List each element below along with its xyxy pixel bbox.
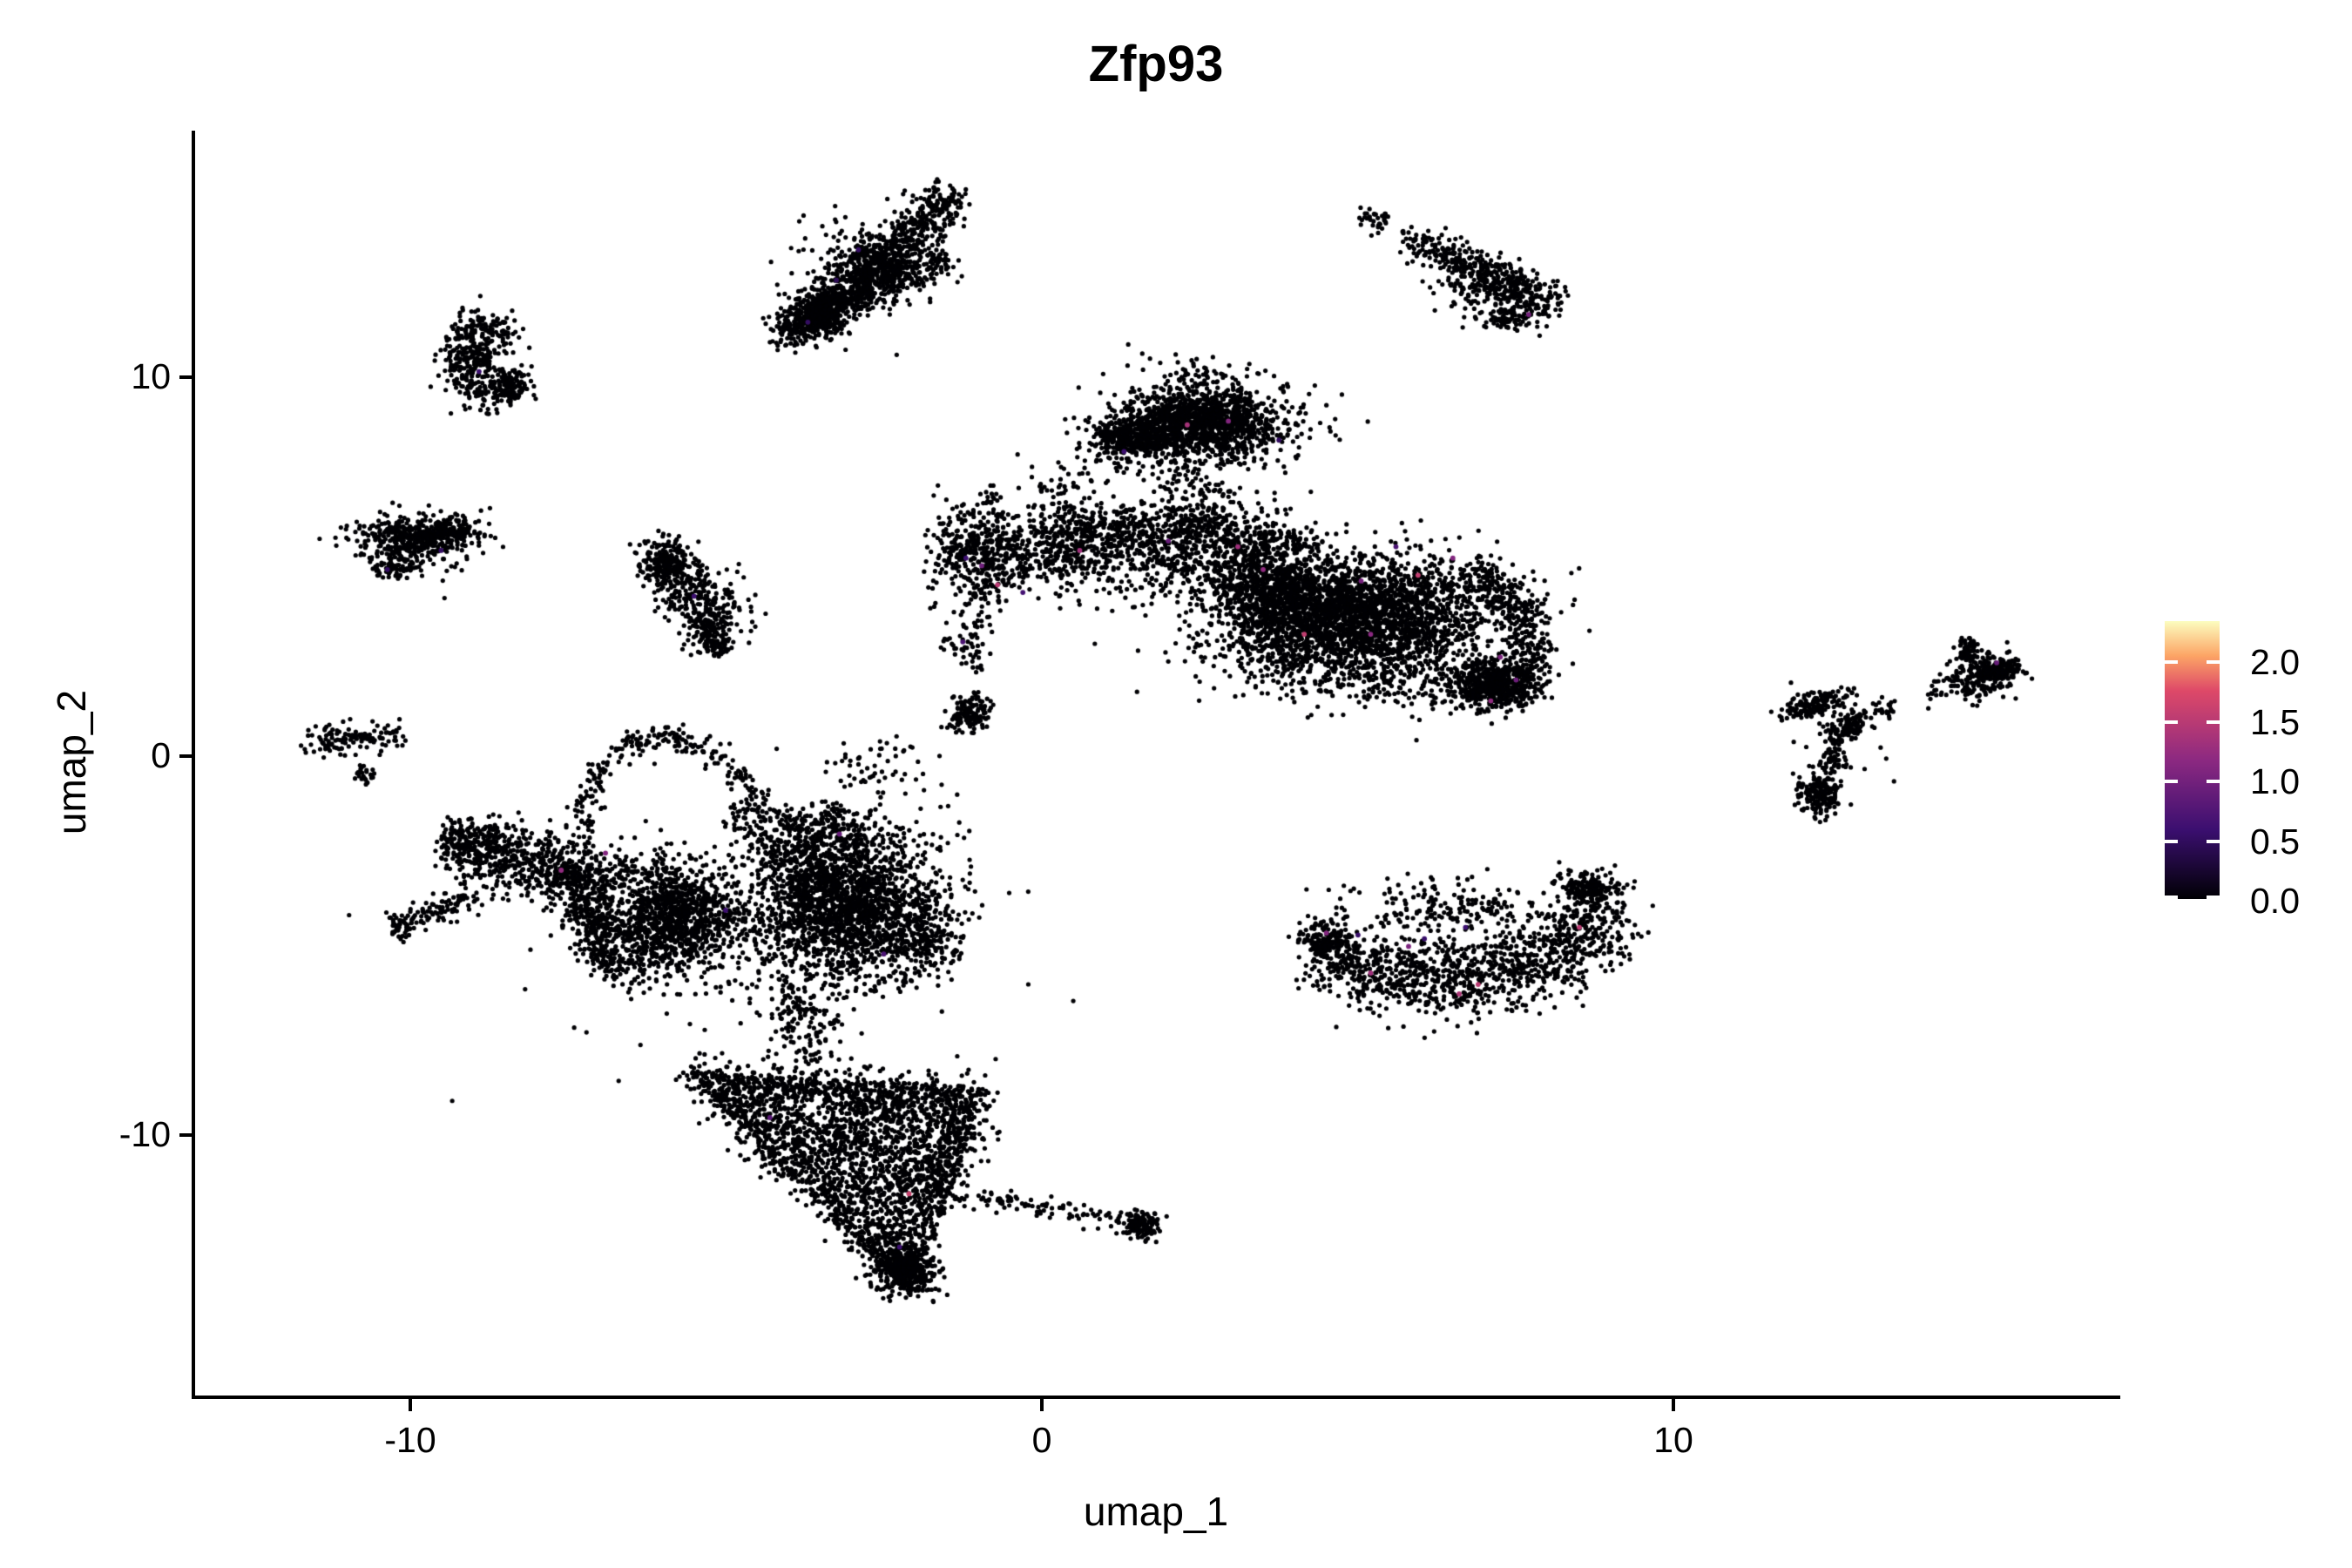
y-axis-tick — [179, 754, 192, 758]
colorbar-tick — [2207, 896, 2220, 899]
y-axis-title: umap_2 — [49, 689, 94, 835]
x-axis-tick — [1672, 1399, 1675, 1411]
y-axis-tick — [179, 1133, 192, 1137]
colorbar-tick — [2165, 780, 2178, 784]
colorbar-tick — [2207, 839, 2220, 843]
colorbar-tick — [2165, 660, 2178, 665]
colorbar-tick-label: 1.0 — [2250, 761, 2300, 802]
colorbar-tick — [2207, 780, 2220, 784]
y-axis-tick-label: 10 — [131, 356, 171, 396]
x-axis-tick-label: -10 — [384, 1420, 436, 1460]
x-axis-tick-label: 10 — [1653, 1420, 1693, 1460]
colorbar — [2165, 621, 2220, 899]
x-axis-title: umap_1 — [1083, 1489, 1229, 1534]
x-axis-line — [192, 1396, 2120, 1399]
colorbar-tick-label: 0.5 — [2250, 821, 2300, 862]
colorbar-tick-label: 1.5 — [2250, 701, 2300, 742]
colorbar-tick — [2165, 839, 2178, 843]
plot-panel — [195, 131, 2117, 1396]
colorbar-gradient — [2165, 621, 2220, 899]
colorbar-tick-label: 0.0 — [2250, 881, 2300, 921]
y-axis-tick-label: 0 — [151, 735, 171, 775]
colorbar-tick-label: 2.0 — [2250, 642, 2300, 683]
y-axis-tick — [179, 375, 192, 379]
y-axis-line — [192, 131, 195, 1399]
colorbar-tick — [2165, 896, 2178, 899]
y-axis-tick-label: -10 — [118, 1114, 171, 1154]
colorbar-tick — [2207, 720, 2220, 724]
colorbar-tick — [2165, 720, 2178, 724]
colorbar-tick — [2207, 660, 2220, 665]
x-axis-tick — [1040, 1399, 1044, 1411]
plot-title: Zfp93 — [1088, 36, 1224, 92]
x-axis-tick-label: 0 — [1031, 1420, 1052, 1460]
x-axis-tick — [409, 1399, 412, 1411]
umap-scatter-canvas — [195, 131, 2117, 1396]
